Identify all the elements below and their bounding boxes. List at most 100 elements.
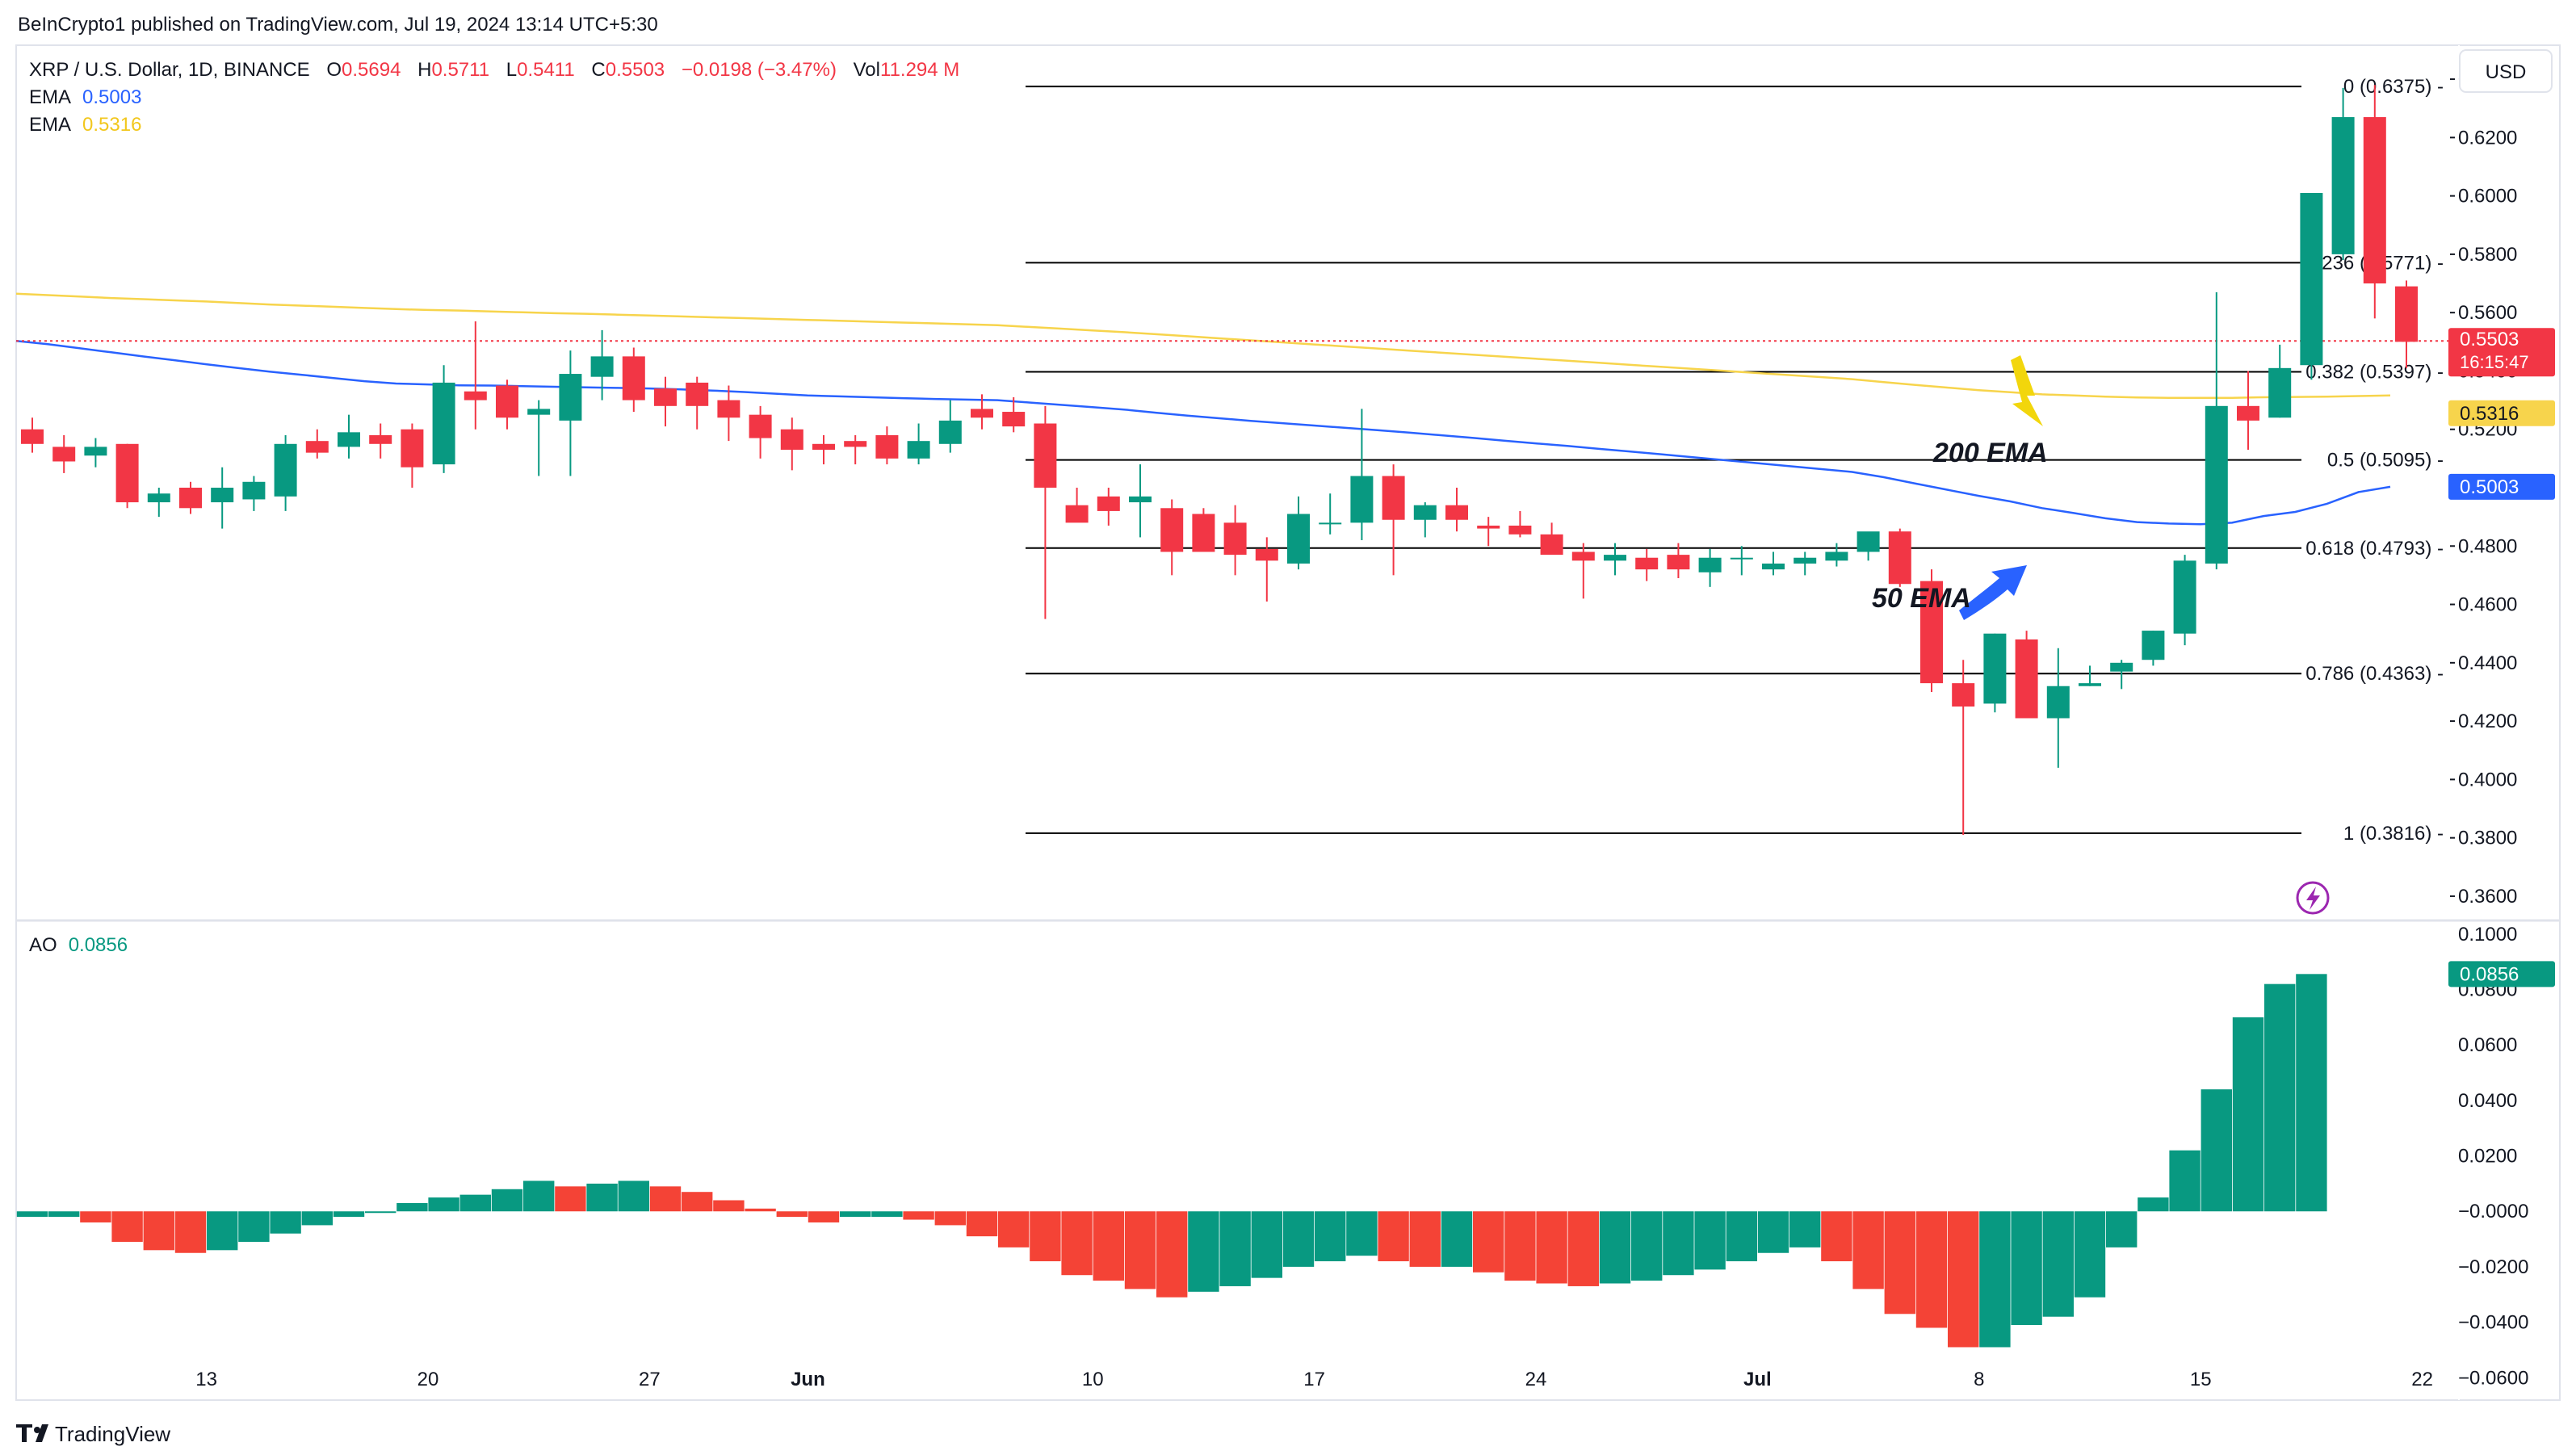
fib-level-label: 1 (0.3816) -	[2343, 823, 2444, 845]
candle-body	[1097, 496, 1120, 511]
candle-body	[1382, 476, 1405, 520]
candle-up	[338, 414, 360, 459]
candle-up	[147, 488, 170, 518]
candle-up	[242, 476, 266, 511]
ao-value: 0.0856	[2460, 963, 2519, 985]
ema-lines	[15, 292, 2391, 526]
candle-down	[1571, 543, 1595, 599]
candle-body	[1856, 531, 1880, 552]
candle-up	[2110, 660, 2133, 690]
price-tick-label: 0.3600	[2458, 886, 2517, 908]
ao-bar	[840, 1211, 871, 1218]
candle-up	[2079, 665, 2101, 686]
ao-axis[interactable]: 0.10000.08000.06000.04000.0200−0.0000−0.…	[2458, 924, 2528, 1389]
ao-legend[interactable]: AO 0.0856	[29, 934, 128, 956]
price-tick-label: 0.3800	[2458, 828, 2517, 849]
ao-bar	[1378, 1211, 1409, 1262]
ao-bar	[459, 1194, 491, 1212]
candle-down	[369, 423, 392, 459]
price-tick-label: 0.4400	[2458, 652, 2517, 674]
ao-tick-label: −0.0400	[2458, 1312, 2528, 1334]
candle-down	[686, 376, 709, 430]
ema50-legend[interactable]: EMA 0.5003	[29, 86, 141, 108]
ao-tick-label: −0.0600	[2458, 1367, 2528, 1389]
ao-tick-label: −0.0000	[2458, 1201, 2528, 1222]
candle-body	[496, 385, 518, 418]
candle-down	[1508, 510, 1532, 538]
candle-up	[211, 467, 234, 529]
ema200-legend[interactable]: EMA 0.5316	[29, 114, 141, 136]
candle-body	[1129, 496, 1152, 503]
ao-bar	[808, 1211, 840, 1222]
time-tick-label: 27	[639, 1369, 661, 1390]
candle-down	[179, 481, 202, 514]
symbol-legend[interactable]: XRP / U.S. Dollar, 1D, BINANCE O0.5694 H…	[29, 59, 959, 81]
ao-bar	[16, 1211, 48, 1218]
candle-body	[211, 488, 234, 503]
time-tick-label: 20	[417, 1369, 439, 1390]
ao-bar	[998, 1211, 1030, 1247]
tradingview-logo[interactable]	[16, 1424, 48, 1442]
candle-body	[1698, 557, 1722, 572]
lightning-icon[interactable]	[2296, 881, 2330, 915]
ema200-price-badge: 0.5316	[2448, 400, 2555, 426]
time-axis[interactable]: 13 20 27 Jun 10 17 24 Jul 8 15 22	[195, 1369, 2433, 1390]
candle-body	[1667, 555, 1690, 570]
ao-tick-label: 0.0200	[2458, 1146, 2517, 1168]
ao-tick-label: −0.0200	[2458, 1256, 2528, 1278]
candle-body	[2395, 286, 2418, 342]
candle-up	[527, 400, 551, 476]
candle-down	[1540, 522, 1563, 556]
time-tick-label: 10	[1082, 1369, 1104, 1390]
fib-level-label: 0 (0.6375) -	[2343, 76, 2444, 98]
fib-level-label: 0.5 (0.5095) -	[2327, 450, 2444, 472]
candle-body	[2142, 631, 2165, 660]
candle-body	[1413, 505, 1437, 520]
candle-down	[1952, 660, 1975, 836]
candle-body	[2363, 117, 2386, 284]
candle-down	[1255, 537, 1278, 602]
candle-up	[2268, 344, 2292, 418]
candle-down	[812, 434, 835, 465]
fib-level-label: 0.382 (0.5397) -	[2305, 362, 2444, 384]
candle-down	[1002, 396, 1026, 433]
candle-up	[1856, 531, 1880, 561]
candle-down	[844, 434, 867, 465]
ao-bar	[1188, 1211, 1219, 1292]
candle-body	[717, 400, 740, 418]
candle-down	[1445, 488, 1468, 532]
candle-body	[369, 434, 392, 444]
ao-bar	[1156, 1211, 1188, 1298]
ao-bar	[2074, 1211, 2106, 1298]
price-tick-label: 0.4800	[2458, 535, 2517, 557]
ao-bar	[618, 1180, 649, 1212]
candle-down	[717, 385, 740, 442]
candle-body	[1825, 551, 1848, 561]
candle-body	[274, 443, 297, 497]
candle-down	[1477, 517, 1500, 547]
candle-up	[432, 365, 455, 473]
ao-bar	[2138, 1197, 2169, 1212]
ao-bar	[586, 1183, 618, 1212]
ao-bar	[555, 1186, 586, 1212]
currency-button[interactable]: USD	[2459, 49, 2553, 93]
candle-body	[2205, 405, 2228, 564]
ao-bar	[1441, 1211, 1473, 1267]
price-tick-label: 0.4200	[2458, 711, 2517, 732]
ao-bar	[238, 1211, 270, 1243]
candle-body	[2015, 639, 2038, 719]
candle-body	[1319, 522, 1342, 525]
last-price-value: 0.5503	[2460, 329, 2519, 350]
ao-bar	[270, 1211, 301, 1234]
candle-body	[2268, 367, 2292, 418]
candle-body	[338, 432, 360, 447]
ema200-annotation: 200 EMA	[1932, 438, 2048, 468]
candle-body	[242, 481, 266, 500]
candle-body	[622, 356, 645, 400]
ema50-arrow	[1959, 565, 2027, 620]
ao-bar	[1599, 1211, 1631, 1284]
ao-bar	[1694, 1211, 1726, 1270]
ao-bar	[649, 1186, 682, 1212]
ao-bar	[143, 1211, 174, 1251]
